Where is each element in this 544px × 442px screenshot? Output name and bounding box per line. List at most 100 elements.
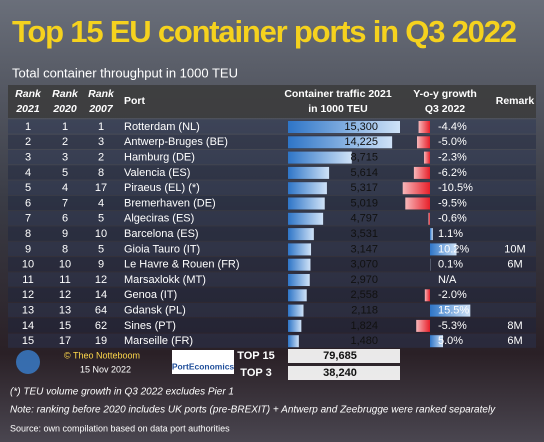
- note: Note: ranking before 2020 includes UK po…: [10, 405, 496, 416]
- row-bg: [8, 134, 536, 149]
- traffic-value: 2,970: [350, 274, 378, 286]
- port-name: Genoa (IT): [124, 289, 177, 301]
- traffic-value: 8,715: [350, 152, 378, 164]
- growth-value: -9.5%: [438, 197, 467, 209]
- port-name: Gdansk (PL): [124, 305, 186, 317]
- rank-2021: 13: [22, 305, 34, 317]
- logo: [16, 350, 40, 374]
- traffic-bar: [288, 258, 311, 271]
- growth-bar: [430, 243, 457, 256]
- rank-2020: 9: [62, 228, 68, 240]
- traffic-bar: [288, 182, 327, 195]
- brand-bg: [172, 350, 234, 374]
- rank-2020: 13: [59, 305, 71, 317]
- rank-2021: 7: [25, 213, 31, 225]
- growth-value: 10.2%: [438, 243, 469, 255]
- rank-2021: 6: [25, 197, 31, 209]
- rank-2020: 15: [59, 320, 71, 332]
- rank-2021: 1: [25, 121, 31, 133]
- traffic-value: 3,070: [350, 259, 378, 271]
- column-header: Container traffic 2021 in 1000 TEU: [284, 88, 392, 115]
- rank-2020: 12: [59, 289, 71, 301]
- rank-2007: 10: [95, 228, 107, 240]
- rank-2021: 14: [22, 320, 34, 332]
- traffic-value: 3,531: [350, 228, 378, 240]
- header-line: 2021: [15, 103, 40, 115]
- rank-2007: 2: [98, 152, 104, 164]
- rank-2021: 9: [25, 243, 31, 255]
- total-label: TOP 15: [237, 350, 275, 362]
- column-header: Y-o-y growth Q3 2022: [413, 88, 477, 115]
- traffic-bar: [288, 136, 393, 149]
- traffic-bar: [288, 289, 307, 302]
- growth-value: -5.0%: [438, 136, 467, 148]
- traffic-value: 1,480: [350, 335, 378, 347]
- traffic-bar: [288, 335, 299, 348]
- credit-brand: PortEconomics: [172, 361, 235, 371]
- row-bg: [8, 302, 536, 318]
- rank-2007: 14: [95, 289, 107, 301]
- growth-value: N/A: [438, 274, 457, 286]
- growth-bar: [430, 335, 443, 348]
- growth-bar: [416, 319, 430, 332]
- port-name: Rotterdam (NL): [124, 121, 200, 133]
- total-bg: [288, 349, 400, 363]
- growth-value: -5.3%: [438, 320, 467, 332]
- row-bg: [8, 287, 536, 302]
- rank-2021: 12: [22, 289, 34, 301]
- remark: 10M: [504, 243, 525, 255]
- subtitle: Total container throughput in 1000 TEU: [12, 65, 238, 80]
- traffic-value: 1,824: [350, 320, 378, 332]
- rank-2020: 10: [59, 259, 71, 271]
- port-name: Antwerp-Bruges (BE): [124, 136, 228, 148]
- rank-2021: 10: [22, 259, 34, 271]
- growth-value: 1.1%: [438, 228, 463, 240]
- rank-2020: 2: [62, 136, 68, 148]
- traffic-bar: [288, 121, 400, 133]
- row-bg: [8, 149, 536, 165]
- port-name: Gioia Tauro (IT): [124, 243, 200, 255]
- traffic-value: 5,614: [350, 167, 378, 179]
- port-name: Sines (PT): [124, 320, 176, 332]
- rank-2020: 8: [62, 243, 68, 255]
- header-line: 2007: [88, 103, 114, 115]
- row-bg: [8, 333, 536, 348]
- header-line: 2020: [52, 103, 77, 115]
- traffic-value: 5,019: [350, 197, 378, 209]
- row-bg: [8, 165, 536, 180]
- rank-2007: 5: [98, 243, 104, 255]
- traffic-value: 14,225: [344, 136, 378, 148]
- traffic-bar: [288, 212, 324, 225]
- column-header: Rank 2020: [52, 88, 79, 115]
- traffic-value: 5,317: [350, 182, 378, 194]
- rank-2020: 5: [62, 167, 68, 179]
- row-bg: [8, 272, 536, 287]
- traffic-bar: [288, 304, 304, 317]
- growth-bar: [405, 197, 430, 210]
- traffic-value: 2,558: [350, 289, 378, 301]
- growth-value: -2.0%: [438, 289, 467, 301]
- rank-2021: 15: [22, 335, 34, 347]
- row-bg: [8, 318, 536, 333]
- growth-value: -0.6%: [438, 213, 467, 225]
- growth-value: 5.0%: [438, 335, 463, 347]
- header-line: Y-o-y growth: [413, 88, 477, 100]
- total-bg: [288, 366, 400, 380]
- rank-2007: 62: [95, 320, 107, 332]
- traffic-bar: [288, 197, 325, 210]
- growth-bar: [424, 151, 430, 164]
- rank-2020: 1: [62, 121, 68, 133]
- row-bg: [8, 241, 536, 257]
- column-header: Remark: [496, 95, 535, 107]
- row-bg: [8, 211, 536, 226]
- growth-value: -6.2%: [438, 167, 467, 179]
- rank-2020: 17: [59, 335, 71, 347]
- column-header: Rank 2021: [15, 88, 42, 115]
- growth-bar: [430, 304, 471, 317]
- header-line: Q3 2022: [425, 103, 465, 115]
- header-bg: [8, 85, 536, 118]
- rank-2020: 3: [62, 152, 68, 164]
- growth-value: 15.5%: [438, 305, 469, 317]
- port-name: Algeciras (ES): [124, 213, 194, 225]
- port-name: Bremerhaven (DE): [124, 197, 216, 209]
